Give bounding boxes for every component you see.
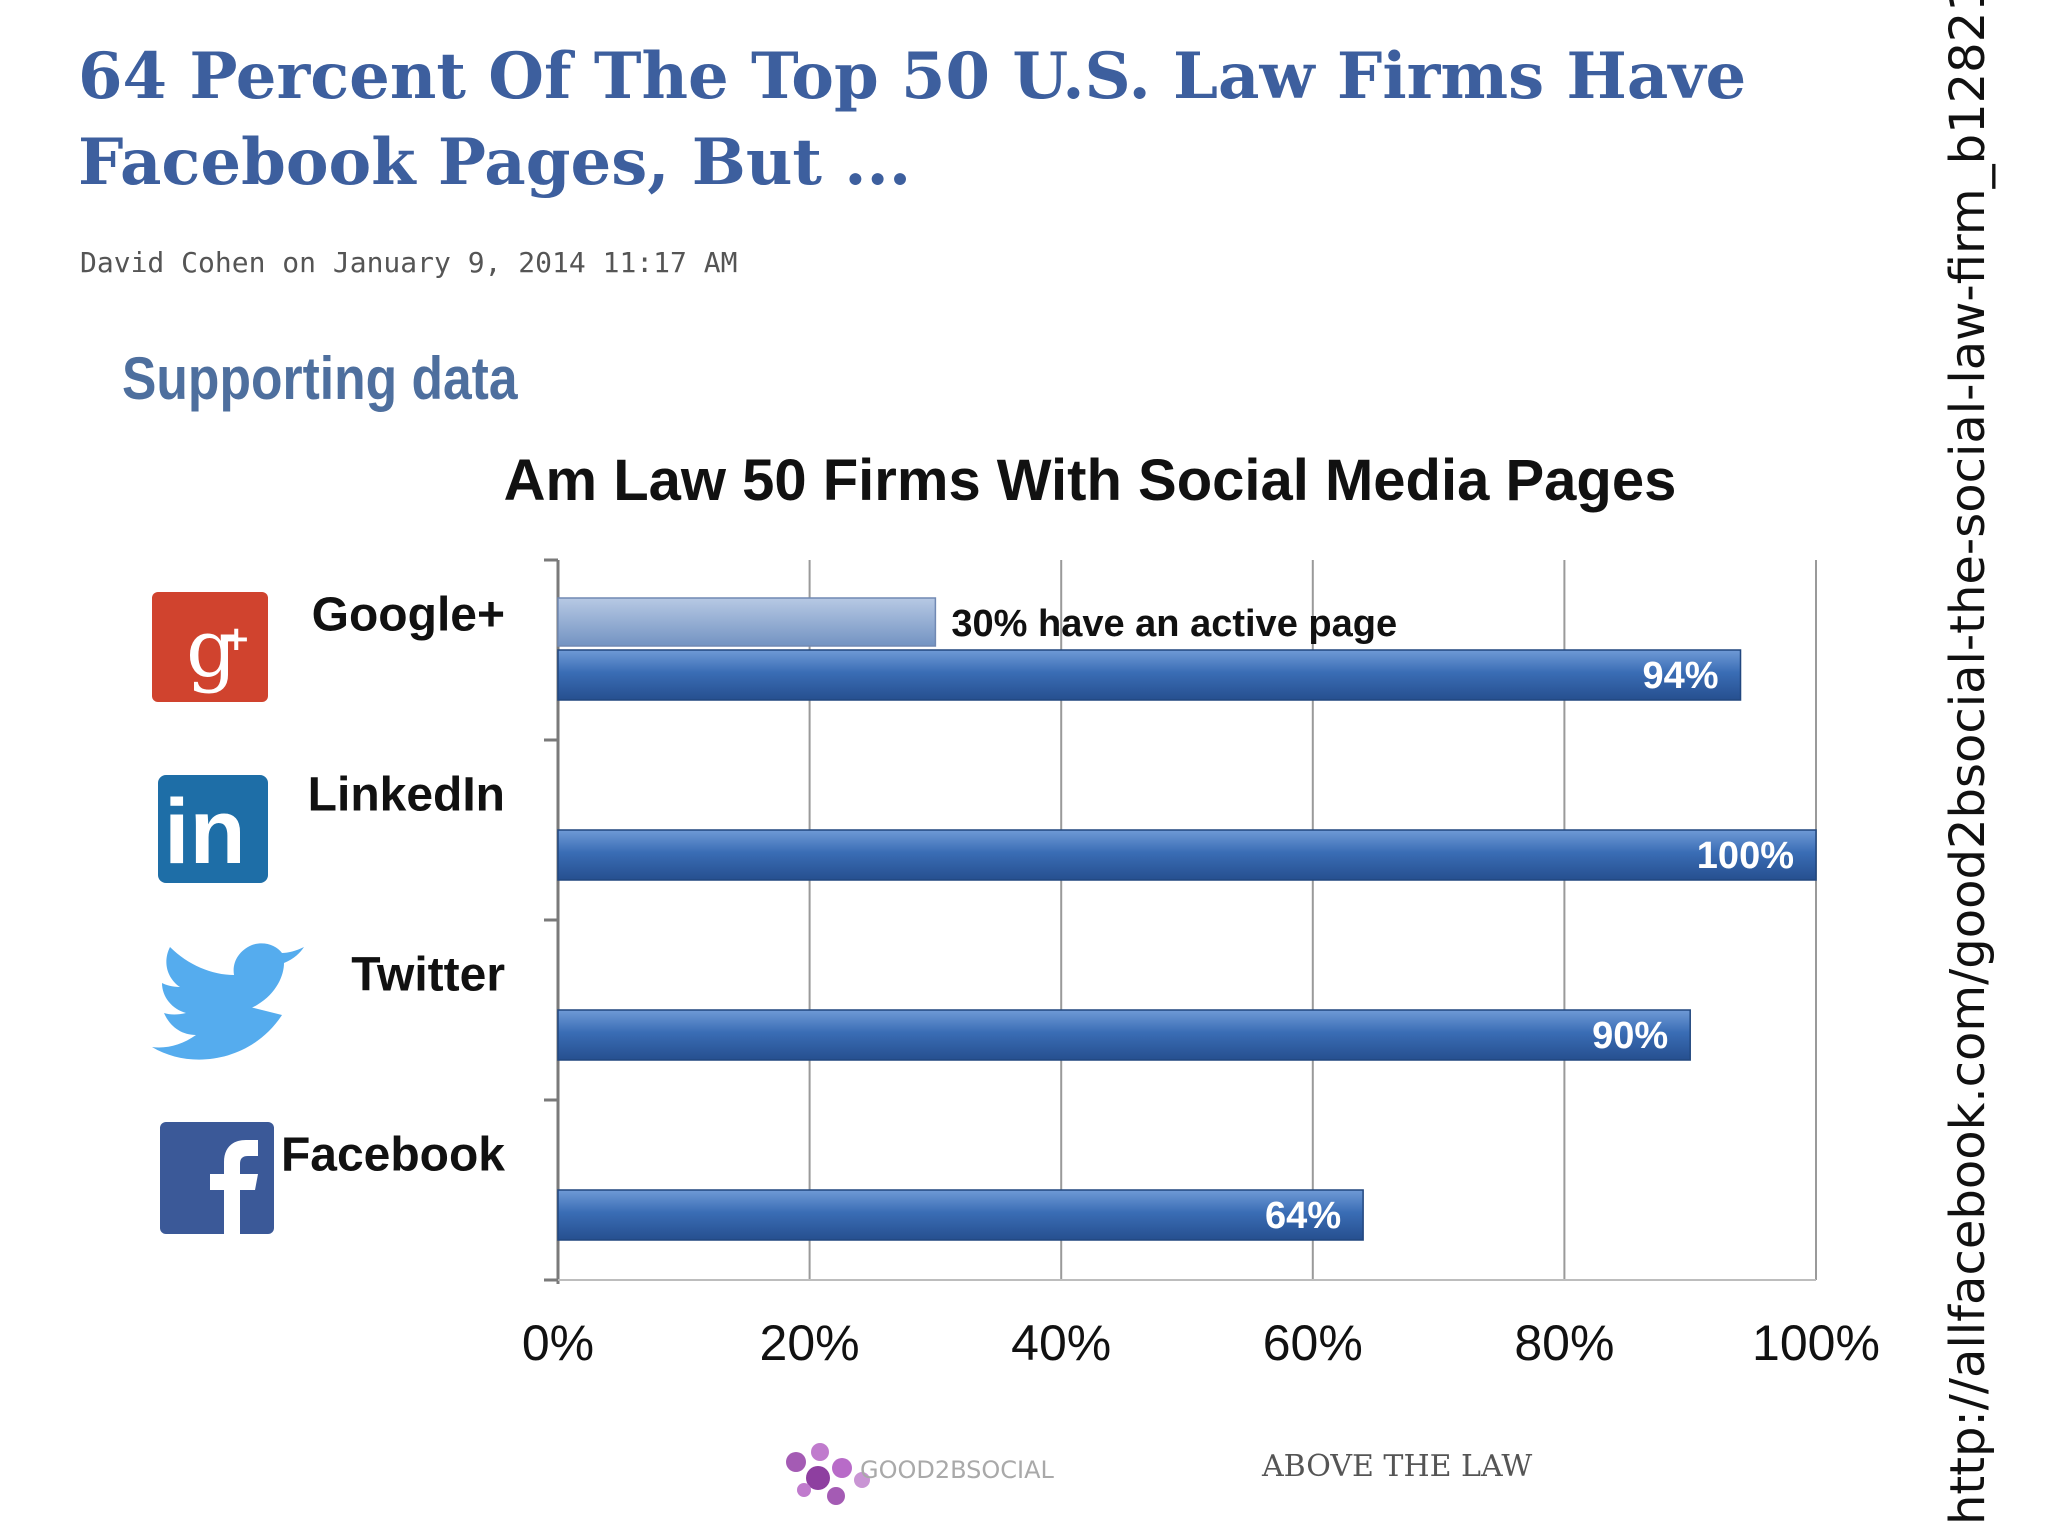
bar [557, 1009, 1691, 1061]
bar [557, 649, 1742, 701]
data-label: 94% [1642, 655, 1718, 697]
google-plus-icon: g + [152, 592, 268, 702]
facebook-icon [160, 1122, 274, 1234]
source-url: http://allfacebook.com/good2bsocial-the-… [1940, 0, 1996, 1525]
x-tick-label: 60% [1263, 1315, 1363, 1371]
svg-text:in: in [164, 781, 246, 883]
svg-text:ABOVE THE LAW: ABOVE THE LAW [1261, 1449, 1532, 1484]
data-label: 64% [1265, 1195, 1341, 1237]
svg-text:+: + [222, 619, 251, 659]
section-heading: Supporting data [122, 345, 518, 412]
svg-text:g: g [186, 602, 237, 695]
x-tick-labels: 0% 20% 40% 60% 80% 100% [522, 1315, 1880, 1371]
category-label: LinkedIn [308, 768, 505, 821]
data-label: 90% [1592, 1015, 1668, 1057]
bar [557, 1189, 1364, 1241]
article-title: 64 Percent Of The Top 50 U.S. Law Firms … [78, 39, 1747, 200]
category-label: Twitter [351, 948, 505, 1001]
category-label: Google+ [312, 588, 505, 641]
good2bsocial-logo: GOOD2BSOCIAL [786, 1443, 1055, 1505]
x-tick-label: 80% [1514, 1315, 1614, 1371]
bars: Google+ 94% 30% have an active page LinkedI… [281, 588, 1817, 1241]
article-byline: David Cohen on January 9, 2014 11:17 AM [80, 246, 738, 279]
x-tick-label: 100% [1752, 1315, 1880, 1371]
chart-title: Am Law 50 Firms With Social Media Pages [504, 448, 1677, 513]
x-tick-label: 0% [522, 1315, 594, 1371]
category-label: Facebook [281, 1128, 505, 1181]
active-page-bar [557, 597, 937, 647]
above-the-law-logo: ABOVE THE LAW [1261, 1449, 1532, 1484]
bar [557, 829, 1817, 881]
annotation-label: 30% have an active page [951, 603, 1397, 645]
svg-text:GOOD2BSOCIAL: GOOD2BSOCIAL [860, 1456, 1055, 1484]
x-tick-label: 40% [1011, 1315, 1111, 1371]
data-label: 100% [1697, 835, 1794, 877]
twitter-bird-icon [152, 943, 304, 1060]
linkedin-icon: in [158, 775, 268, 883]
x-tick-label: 20% [760, 1315, 860, 1371]
